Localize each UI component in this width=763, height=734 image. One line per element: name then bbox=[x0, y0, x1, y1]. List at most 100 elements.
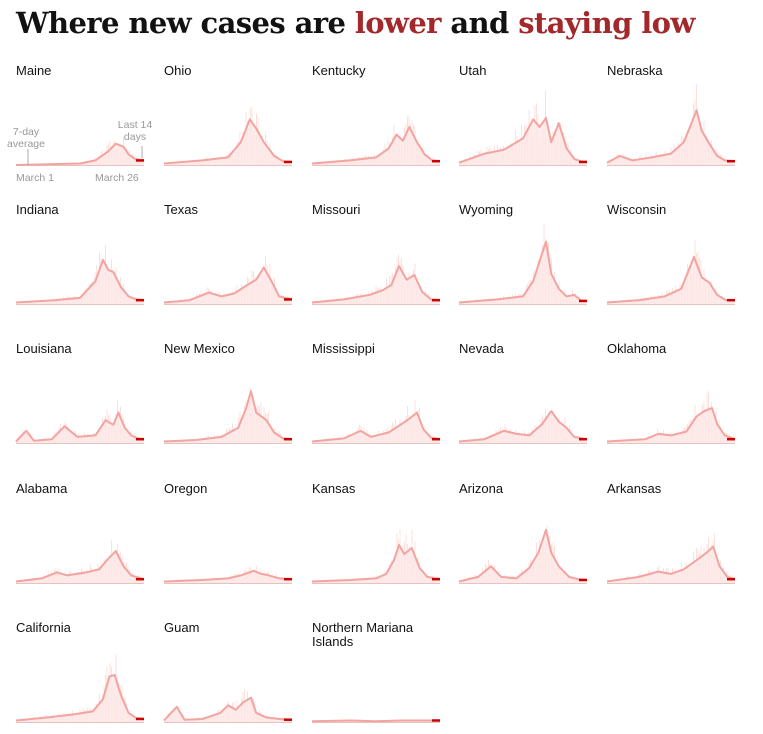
state-panel: Indiana bbox=[15, 202, 146, 313]
annotation-avg-line1: 7-day bbox=[12, 126, 40, 138]
state-panel: Northern Mariana Islands bbox=[311, 620, 442, 731]
state-label: New Mexico bbox=[164, 341, 235, 356]
sparkline-chart bbox=[163, 689, 293, 723]
average-line bbox=[15, 142, 145, 166]
area-fill bbox=[607, 408, 735, 443]
annotation-7-day-average: 7-day average bbox=[4, 126, 48, 150]
area-fill bbox=[16, 143, 144, 165]
chart-title: Where new cases are lower and staying lo… bbox=[16, 6, 695, 40]
title-text-2: and bbox=[440, 6, 519, 40]
state-label: Missouri bbox=[312, 202, 361, 217]
sparkline-chart bbox=[163, 256, 293, 305]
state-panel: Missouri bbox=[311, 202, 442, 313]
average-line bbox=[163, 118, 293, 165]
average-line bbox=[606, 109, 736, 164]
sparkline-chart bbox=[15, 539, 145, 584]
area-fill bbox=[312, 545, 440, 583]
sparkline-chart bbox=[606, 390, 736, 444]
state-label: Maine bbox=[16, 63, 52, 78]
sparkline-chart bbox=[15, 245, 145, 305]
sparkline-chart bbox=[458, 90, 588, 166]
state-label: Ohio bbox=[164, 63, 192, 78]
state-panel: Texas bbox=[163, 202, 294, 313]
state-label: Nebraska bbox=[607, 63, 663, 78]
state-panel: Alabama bbox=[15, 482, 146, 592]
sparkline-chart bbox=[606, 533, 736, 584]
sparkline-chart bbox=[163, 106, 293, 166]
average-line bbox=[15, 673, 145, 722]
average-line bbox=[311, 719, 440, 723]
daily-bars bbox=[459, 223, 587, 304]
average-line bbox=[163, 390, 293, 443]
sparkline-chart bbox=[458, 408, 588, 444]
sparkline-chart bbox=[15, 136, 145, 166]
average-line bbox=[311, 265, 441, 304]
area-fill bbox=[164, 267, 292, 304]
average-line bbox=[15, 258, 145, 304]
average-line bbox=[458, 528, 588, 583]
state-panel: Oregon bbox=[163, 481, 294, 592]
sparkline-chart bbox=[458, 526, 588, 584]
state-panel: Wyoming bbox=[458, 202, 589, 313]
title-highlight-staying-low: staying low bbox=[518, 6, 695, 40]
average-line bbox=[458, 240, 588, 304]
average-line bbox=[15, 411, 145, 443]
state-label: Guam bbox=[164, 620, 200, 635]
area-fill bbox=[312, 127, 440, 165]
annotation-last-line2: days bbox=[123, 131, 147, 143]
state-label: Arizona bbox=[459, 481, 504, 496]
sparkline-chart bbox=[311, 399, 441, 444]
sparkline-chart bbox=[606, 84, 736, 166]
state-panel: Ohio bbox=[163, 63, 294, 174]
state-panel: Kansas bbox=[311, 481, 442, 592]
title-text-1: Where new cases are bbox=[16, 6, 355, 40]
state-panel: Mississippi bbox=[311, 342, 442, 452]
average-line bbox=[15, 550, 145, 583]
sparkline-chart bbox=[311, 529, 441, 584]
sparkline-chart bbox=[15, 400, 145, 444]
state-panel: Maine bbox=[15, 63, 146, 174]
state-label: Oklahoma bbox=[607, 341, 667, 356]
state-label: Oregon bbox=[164, 481, 208, 496]
average-line bbox=[606, 545, 736, 583]
state-panel: New Mexico bbox=[163, 341, 294, 452]
state-label: Texas bbox=[164, 202, 198, 217]
average-line bbox=[458, 410, 588, 443]
state-label: Indiana bbox=[16, 202, 59, 217]
area-fill bbox=[459, 241, 587, 304]
title-highlight-lower: lower bbox=[354, 6, 442, 40]
average-line bbox=[163, 569, 293, 583]
sparkline-chart bbox=[163, 566, 293, 584]
sparkline-chart bbox=[311, 116, 441, 166]
annotation-last-line1: Last 14 bbox=[117, 119, 153, 131]
area-fill bbox=[312, 266, 440, 304]
sparkline-chart bbox=[458, 223, 588, 305]
sparkline-chart bbox=[311, 719, 440, 723]
sparkline-chart bbox=[163, 387, 293, 444]
state-panel: Nevada bbox=[458, 342, 589, 452]
state-panel: Nebraska bbox=[606, 63, 737, 174]
state-panel: Louisiana bbox=[15, 342, 146, 452]
average-line bbox=[606, 255, 735, 304]
average-line bbox=[606, 407, 736, 443]
average-line bbox=[163, 266, 293, 304]
sparkline-chart bbox=[311, 254, 441, 305]
state-label: Wyoming bbox=[459, 202, 514, 217]
annotation-last-14-days: Last 14 days bbox=[112, 119, 158, 143]
state-panel: Arizona bbox=[458, 481, 589, 592]
area-fill bbox=[16, 412, 144, 443]
area-fill bbox=[607, 256, 735, 304]
area-fill bbox=[459, 411, 587, 443]
state-label: Kansas bbox=[312, 481, 356, 496]
area-fill bbox=[459, 117, 587, 165]
state-label: Northern Mariana Islands bbox=[312, 620, 414, 649]
area-fill bbox=[164, 697, 292, 722]
area-fill bbox=[164, 391, 292, 443]
area-fill bbox=[16, 551, 144, 583]
sparkline-chart bbox=[606, 240, 735, 305]
state-label: California bbox=[16, 620, 71, 635]
average-line bbox=[458, 116, 588, 164]
area-fill bbox=[16, 674, 144, 722]
average-line bbox=[311, 126, 441, 165]
state-panel: Kentucky bbox=[311, 64, 442, 174]
